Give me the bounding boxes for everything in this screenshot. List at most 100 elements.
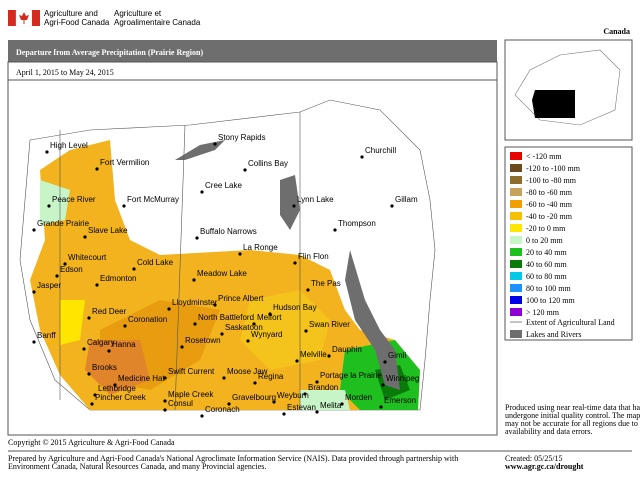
legend-swatch [510,164,522,172]
place-dot [295,359,299,363]
place-label: Lethbridge [98,384,136,393]
place-dot [47,204,51,208]
legend-label: -120 to -100 mm [526,164,581,173]
map [19,99,436,411]
legend-label: < -120 mm [526,152,562,161]
place-dot [113,383,117,387]
note-line: availability and data errors. [505,427,593,436]
place-label: Melita [320,401,342,410]
place-dot [213,303,217,307]
dept-fr: Agroalimentaire Canada [114,18,201,27]
copyright: Copyright © 2015 Agriculture & Agri-Food… [8,438,175,447]
place-label: Gillam [395,195,418,204]
place-dot [282,412,286,416]
place-dot [315,410,319,414]
place-dot [163,408,167,412]
title-bar [8,40,497,62]
dept-en: Agri-Food Canada [44,18,110,27]
place-dot [293,261,297,265]
place-dot [90,402,94,406]
place-label: Peace River [52,195,96,204]
place-label: Calgary [87,338,115,347]
note: Produced using near real-time data that … [505,403,640,436]
legend: < -120 mm -120 to -100 mm -100 to -80 mm -8… [510,152,581,317]
legend-label: -60 to -40 mm [526,200,573,209]
place-label: Flin Flon [298,252,329,261]
place-dot [122,204,126,208]
place-label: Swift Current [168,367,215,376]
subtitle: April 1, 2015 to May 24, 2015 [16,68,114,77]
place-dot [227,402,231,406]
wordmark: Canada [603,27,630,36]
place-label: Swan River [309,320,350,329]
legend-label: Extent of Agricultural Land [526,318,615,327]
legend-swatch [510,224,522,232]
place-label: Consul [168,399,193,408]
place-label: Hudson Bay [273,303,317,312]
legend-frame [504,146,633,341]
inset-prairies [532,90,575,118]
note-line: may not be accurate for all regions due … [505,419,640,428]
place-dot [213,142,217,146]
flag [8,9,40,27]
legend-swatch [510,248,522,256]
place-label: Weyburn [277,391,309,400]
place-label: Slave Lake [88,226,128,235]
place-label: Dauphin [332,345,362,354]
place-dot [379,405,383,409]
place-label: Estevan [287,403,316,412]
place-dot [167,307,171,311]
place-label: Brandon [308,383,338,392]
place-dot [87,316,91,320]
place-dot [32,290,36,294]
place-dot [360,155,364,159]
place-label: Wynyard [251,330,283,339]
place-label: Regina [258,372,284,381]
place-label: Grande Prairie [37,219,90,228]
place-dot [180,345,184,349]
place-dot [303,392,307,396]
legend-swatch [510,188,522,196]
legend-swatch [510,284,522,292]
legend-swatch [510,200,522,208]
credit: Environment Canada, Natural Resources Ca… [8,462,266,471]
legend-label: 100 to 120 mm [526,296,575,305]
legend-swatch [510,152,522,160]
place-label: Jasper [37,281,61,290]
place-dot [192,278,196,282]
place-dot [63,262,67,266]
place-dot [253,381,257,385]
place-dot [32,340,36,344]
places: High Level Fort Vermilion Stony Rapids Chur… [32,133,419,418]
place-label: La Ronge [243,243,278,252]
place-dot [193,322,197,326]
place-dot [95,283,99,287]
legend-label: 80 to 100 mm [526,284,571,293]
place-label: Buffalo Narrows [200,227,257,236]
legend-label: > 120 mm [526,308,560,317]
legend-swatch [510,176,522,184]
place-dot [222,376,226,380]
place-dot [390,204,394,208]
place-dot [340,402,344,406]
place-label: Churchill [365,146,396,155]
place-dot [304,329,308,333]
legend-label: -100 to -80 mm [526,176,577,185]
legend-label: 40 to 60 mm [526,260,567,269]
place-label: Whitecourt [68,253,107,262]
place-dot [195,236,199,240]
lakes-swatch [510,330,522,338]
legend-swatch [510,260,522,268]
place-label: Winnipeg [386,374,419,383]
place-label: Lloydminster [172,298,218,307]
place-label: Edmonton [100,274,136,283]
place-label: Thompson [338,219,376,228]
place-label: Fort McMurray [127,195,179,204]
legend-label: -20 to 0 mm [526,224,566,233]
created: Created: 05/25/15 [505,454,563,463]
place-dot [32,228,36,232]
place-label: Hanna [112,340,136,349]
legend-swatch [510,272,522,280]
place-label: Pincher Creek [95,393,147,402]
place-label: Melville [300,350,327,359]
